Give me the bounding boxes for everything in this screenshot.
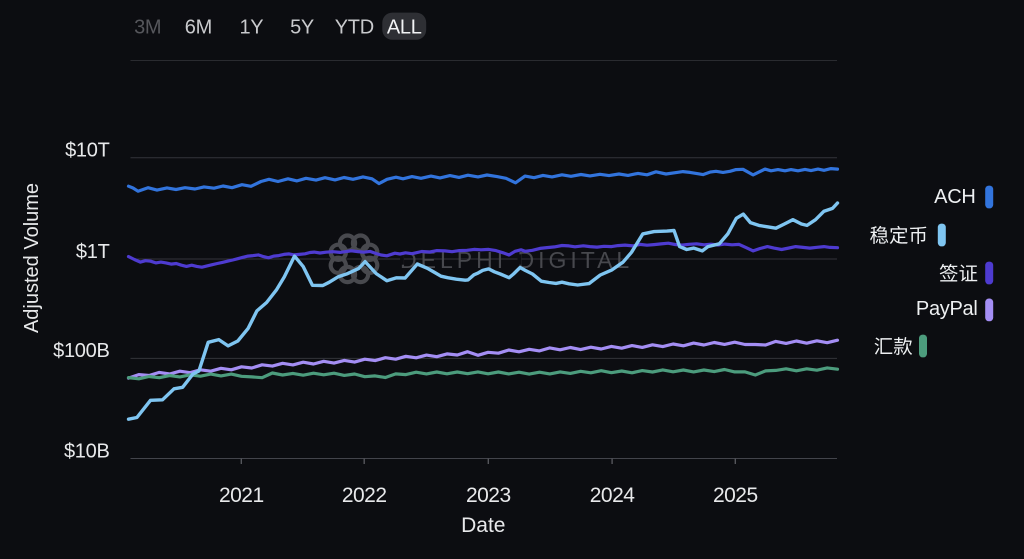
svg-text:5Y: 5Y (290, 17, 314, 39)
svg-text:ACH: ACH (934, 186, 975, 208)
svg-text:YTD: YTD (335, 17, 374, 39)
svg-text:2021: 2021 (219, 484, 264, 507)
svg-text:PayPal: PayPal (916, 298, 978, 320)
svg-text:2025: 2025 (713, 484, 758, 507)
svg-text:$10B: $10B (64, 440, 110, 462)
svg-text:1Y: 1Y (239, 17, 263, 39)
svg-text:$10T: $10T (65, 140, 109, 162)
svg-text:$100B: $100B (53, 340, 109, 362)
svg-text:Date: Date (461, 514, 505, 537)
svg-text:3M: 3M (134, 17, 161, 39)
svg-text:2024: 2024 (590, 484, 636, 507)
svg-text:2023: 2023 (466, 484, 511, 507)
svg-text:Adjusted Volume: Adjusted Volume (21, 183, 43, 333)
svg-text:6M: 6M (185, 17, 212, 39)
svg-text:$1T: $1T (76, 241, 110, 263)
svg-text:ALL: ALL (387, 17, 422, 39)
svg-text:2022: 2022 (342, 484, 387, 507)
